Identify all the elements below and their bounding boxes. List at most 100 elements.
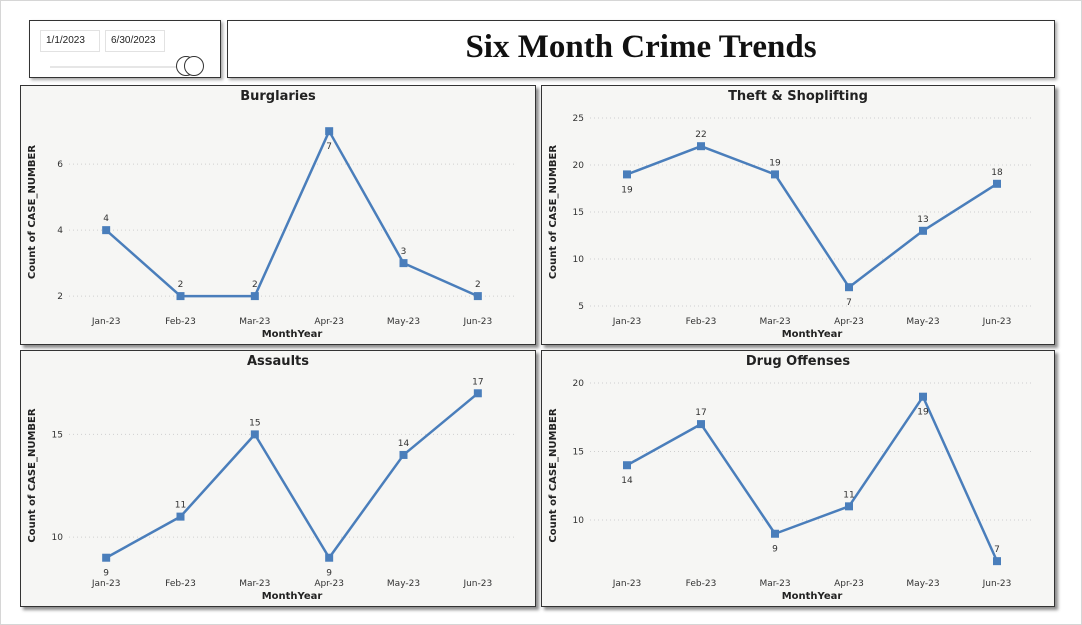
data-point[interactable]: [993, 557, 1001, 566]
y-tick-label: 4: [57, 226, 63, 236]
data-label: 22: [695, 130, 706, 140]
x-tick-label: Feb-23: [165, 317, 196, 327]
data-point[interactable]: [250, 430, 259, 439]
data-label: 7: [326, 142, 332, 152]
y-tick-label: 10: [573, 516, 585, 526]
chart-title: Drug Offenses: [746, 354, 850, 369]
series-line: [626, 144, 998, 289]
y-tick-label: 15: [573, 208, 584, 218]
data-point[interactable]: [623, 461, 631, 470]
x-tick-label: Jun-23: [462, 579, 492, 589]
chart-title: Assaults: [247, 354, 309, 369]
data-label: 2: [475, 280, 481, 290]
drug-offenses-chart[interactable]: Drug Offenses 10 15 20 Jan-23 Feb-23 Mar-23 Apr…: [541, 350, 1055, 607]
x-tick-label: Jan-23: [612, 579, 642, 589]
x-tick-label: Mar-23: [239, 579, 270, 589]
data-label: 4: [103, 214, 109, 224]
data-point[interactable]: [399, 450, 408, 459]
chart-title: Theft & Shoplifting: [728, 89, 868, 104]
data-point[interactable]: [845, 283, 853, 292]
x-tick-label: Jun-23: [982, 579, 1012, 589]
data-label: 9: [326, 569, 332, 579]
x-tick-label: May-23: [906, 579, 939, 589]
data-label: 2: [178, 280, 184, 290]
data-label: 9: [103, 569, 109, 579]
data-point[interactable]: [993, 179, 1001, 188]
x-tick-label: Mar-23: [759, 579, 790, 589]
assaults-chart[interactable]: Assaults 10 15 Jan-23 Feb-23 Mar-23 Apr-23 May-…: [20, 350, 536, 607]
y-tick-label: 20: [573, 161, 585, 171]
y-axis-title: Count of CASE_NUMBER: [548, 408, 559, 542]
data-label: 7: [994, 545, 1000, 555]
series-line: [626, 395, 999, 562]
data-label: 14: [621, 476, 633, 486]
data-label: 19: [917, 408, 929, 418]
data-point[interactable]: [697, 420, 705, 429]
x-tick-label: Feb-23: [686, 579, 717, 589]
x-tick-label: Jan-23: [612, 317, 642, 327]
data-point[interactable]: [176, 512, 185, 521]
x-tick-label: Feb-23: [686, 317, 717, 327]
data-point[interactable]: [919, 392, 927, 401]
y-tick-label: 10: [573, 255, 585, 265]
x-tick-label: Jan-23: [91, 579, 121, 589]
theft-shoplifting-chart[interactable]: Theft & Shoplifting 5 10 15 20 25 Jan-23 Feb-23…: [541, 85, 1055, 345]
date-range-slicer[interactable]: 1/1/2023 6/30/2023: [29, 20, 221, 78]
data-label: 7: [846, 298, 852, 308]
assaults-svg: Assaults 10 15 Jan-23 Feb-23 Mar-23 Apr-23 May-…: [27, 354, 515, 602]
x-axis-title: MonthYear: [782, 591, 843, 602]
data-point[interactable]: [623, 170, 631, 179]
data-point[interactable]: [250, 292, 259, 301]
x-axis-title: MonthYear: [782, 329, 843, 340]
data-label: 13: [917, 215, 928, 225]
burglaries-svg: Burglaries 2 4 6 Jan-23 Feb-23 Mar-23 Apr-23 May…: [27, 89, 515, 340]
y-tick-label: 15: [573, 448, 584, 458]
data-label: 19: [621, 185, 633, 195]
y-tick-label: 6: [57, 160, 63, 170]
data-point[interactable]: [325, 127, 334, 136]
data-label: 11: [175, 501, 186, 511]
series-line: [105, 392, 479, 559]
y-axis-title: Count of CASE_NUMBER: [27, 408, 38, 542]
x-tick-label: Mar-23: [759, 317, 790, 327]
data-label: 17: [695, 408, 706, 418]
x-tick-label: Jun-23: [982, 317, 1012, 327]
data-point[interactable]: [176, 292, 185, 301]
x-tick-label: Feb-23: [165, 579, 196, 589]
data-point[interactable]: [697, 142, 705, 151]
data-point[interactable]: [102, 226, 111, 235]
theft-shoplifting-svg: Theft & Shoplifting 5 10 15 20 25 Jan-23 Feb-23…: [548, 89, 1034, 340]
y-axis-title: Count of CASE_NUMBER: [27, 145, 38, 279]
data-label: 3: [401, 247, 407, 257]
data-label: 14: [398, 439, 410, 449]
data-point[interactable]: [473, 389, 482, 398]
data-point[interactable]: [845, 502, 853, 511]
x-tick-label: Apr-23: [834, 579, 864, 589]
series-line: [105, 129, 479, 298]
x-tick-label: Apr-23: [314, 579, 344, 589]
data-point[interactable]: [473, 292, 482, 301]
data-point[interactable]: [102, 553, 111, 562]
x-tick-label: May-23: [906, 317, 939, 327]
data-label: 15: [249, 418, 260, 428]
y-tick-label: 15: [52, 430, 63, 440]
burglaries-chart[interactable]: Burglaries 2 4 6 Jan-23 Feb-23 Mar-23 Apr-23 May…: [20, 85, 536, 345]
data-point[interactable]: [771, 170, 779, 179]
x-axis-title: MonthYear: [262, 591, 323, 602]
date-slider-track[interactable]: [50, 66, 200, 68]
start-date-input[interactable]: 1/1/2023: [40, 30, 100, 52]
end-date-input[interactable]: 6/30/2023: [105, 30, 165, 52]
x-axis-title: MonthYear: [262, 329, 323, 340]
end-slider-handle[interactable]: [184, 56, 204, 76]
y-tick-label: 2: [57, 292, 63, 302]
title-card: Six Month Crime Trends: [227, 20, 1055, 78]
data-label: 18: [991, 168, 1003, 178]
data-point[interactable]: [399, 259, 408, 268]
data-point[interactable]: [325, 553, 334, 562]
data-point[interactable]: [919, 226, 927, 235]
y-tick-label: 10: [52, 533, 64, 543]
x-tick-label: May-23: [387, 579, 420, 589]
y-tick-label: 5: [578, 302, 584, 312]
x-tick-label: Apr-23: [834, 317, 864, 327]
data-point[interactable]: [771, 529, 779, 538]
